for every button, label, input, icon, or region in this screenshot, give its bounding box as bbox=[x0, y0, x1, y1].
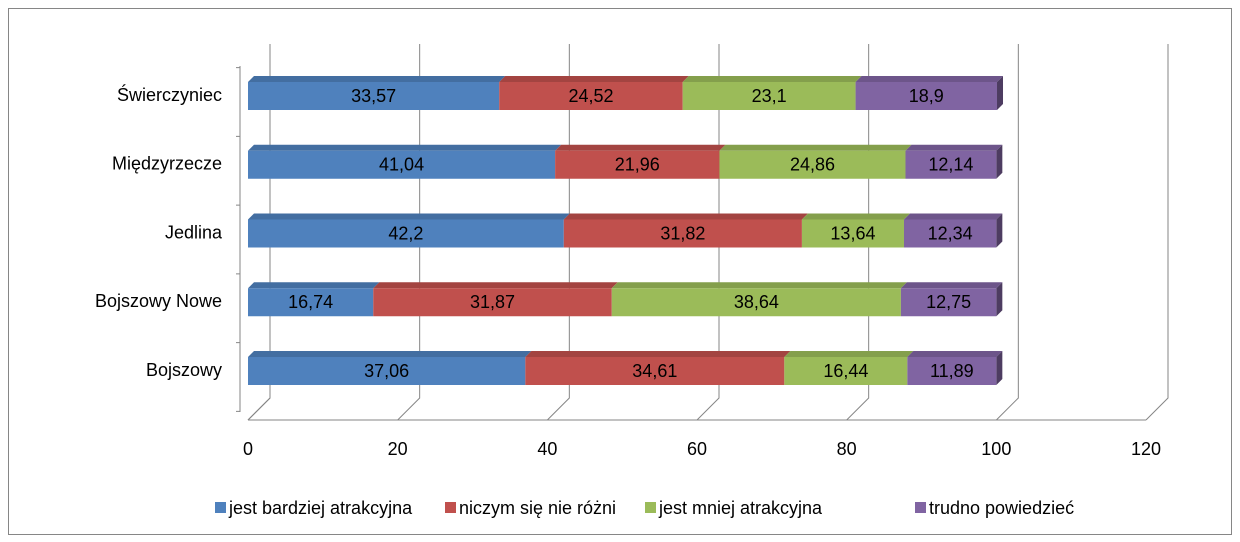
data-label: 33,57 bbox=[351, 86, 396, 106]
bar-top bbox=[855, 76, 1004, 82]
y-tick-label: Świerczyniec bbox=[117, 84, 222, 105]
bar-top bbox=[903, 213, 1003, 220]
bar bbox=[248, 357, 526, 385]
data-label: 41,04 bbox=[379, 155, 424, 175]
bar bbox=[248, 150, 556, 179]
bar-top bbox=[900, 282, 1003, 289]
bar bbox=[682, 82, 856, 110]
data-label: 34,61 bbox=[632, 361, 677, 381]
x-tick-label: 120 bbox=[1131, 439, 1161, 459]
bar bbox=[563, 219, 802, 248]
bar-top bbox=[682, 76, 862, 82]
data-label: 13,64 bbox=[830, 223, 875, 243]
data-label: 24,52 bbox=[568, 86, 613, 106]
y-tick-label: Jedlina bbox=[165, 222, 223, 242]
legend-label: trudno powiedzieć bbox=[929, 498, 1074, 518]
bar-top bbox=[555, 144, 726, 151]
data-label: 31,87 bbox=[470, 292, 515, 312]
x-tick-label: 80 bbox=[837, 439, 857, 459]
grid-line bbox=[995, 44, 1019, 421]
bar-top bbox=[719, 144, 912, 151]
bar-top bbox=[373, 282, 618, 289]
x-tick-label: 0 bbox=[243, 439, 253, 459]
bar bbox=[499, 82, 683, 110]
bar-top bbox=[611, 282, 907, 289]
data-label: 11,89 bbox=[930, 361, 974, 381]
bar-top bbox=[905, 144, 1003, 151]
bar-side bbox=[996, 144, 1003, 179]
data-label: 42,2 bbox=[388, 223, 423, 243]
bar-top bbox=[907, 351, 1003, 357]
data-label: 24,86 bbox=[790, 155, 835, 175]
legend-label: jest mniej atrakcyjna bbox=[658, 498, 823, 518]
bar-top bbox=[248, 76, 506, 82]
data-label: 37,06 bbox=[364, 361, 409, 381]
y-tick-label: Bojszowy bbox=[146, 360, 222, 380]
bar bbox=[719, 150, 906, 179]
x-tick-label: 60 bbox=[687, 439, 707, 459]
x-tick-label: 20 bbox=[388, 439, 408, 459]
data-label: 12,14 bbox=[928, 155, 973, 175]
data-label: 12,34 bbox=[928, 223, 973, 243]
data-label: 38,64 bbox=[734, 292, 779, 312]
bar bbox=[555, 150, 720, 179]
data-label: 16,74 bbox=[288, 292, 333, 312]
bar-side bbox=[996, 282, 1003, 317]
data-label: 21,96 bbox=[615, 155, 660, 175]
grid-line bbox=[1145, 44, 1169, 421]
x-tick-label: 40 bbox=[537, 439, 557, 459]
data-label: 18,9 bbox=[909, 86, 944, 106]
bar bbox=[373, 288, 612, 317]
bar bbox=[903, 219, 997, 248]
data-label: 23,1 bbox=[752, 86, 787, 106]
bar-top bbox=[499, 76, 689, 82]
bar bbox=[248, 288, 374, 317]
bar bbox=[248, 219, 564, 248]
bar-side bbox=[996, 351, 1003, 385]
bar-top bbox=[784, 351, 914, 357]
bar-top bbox=[801, 213, 910, 220]
bar bbox=[248, 82, 500, 110]
bar bbox=[801, 219, 904, 248]
bar bbox=[784, 357, 908, 385]
bar bbox=[525, 357, 785, 385]
bar bbox=[905, 150, 997, 179]
bar-top bbox=[563, 213, 808, 220]
y-tick-label: Międzyrzecze bbox=[112, 154, 222, 174]
bar-top bbox=[248, 282, 380, 289]
legend-swatch bbox=[215, 502, 226, 513]
bar-top bbox=[248, 351, 532, 357]
bar-side bbox=[997, 76, 1004, 110]
legend-swatch bbox=[915, 502, 926, 513]
y-tick-label: Bojszowy Nowe bbox=[95, 291, 222, 311]
bar-top bbox=[525, 351, 791, 357]
x-tick-label: 100 bbox=[981, 439, 1011, 459]
bar bbox=[611, 288, 901, 317]
bar-side bbox=[996, 213, 1003, 248]
bar-top bbox=[248, 213, 570, 220]
data-label: 31,82 bbox=[660, 223, 705, 243]
legend-label: niczym się nie różni bbox=[459, 498, 616, 518]
bar-top bbox=[248, 144, 562, 151]
data-label: 16,44 bbox=[823, 361, 868, 381]
legend-swatch bbox=[645, 502, 656, 513]
bar bbox=[855, 82, 998, 110]
bar bbox=[900, 288, 997, 317]
data-label: 12,75 bbox=[926, 292, 971, 312]
legend-swatch bbox=[445, 502, 456, 513]
legend-label: jest bardziej atrakcyjna bbox=[228, 498, 413, 518]
bar bbox=[907, 357, 997, 385]
